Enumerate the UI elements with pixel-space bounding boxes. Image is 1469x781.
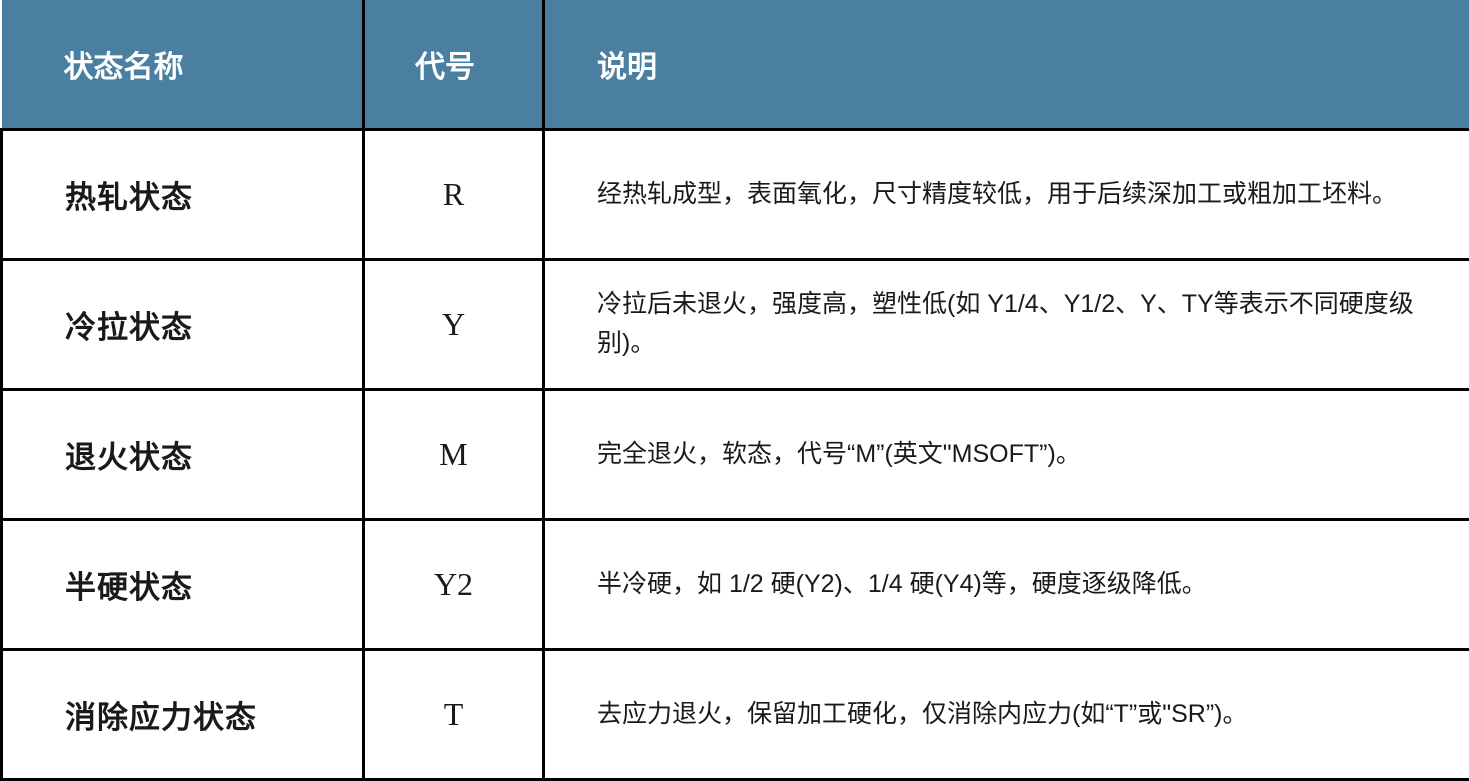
cell-state-name: 热轧状态 xyxy=(0,129,364,261)
table-header-row: 状态名称 代号 说明 xyxy=(1,0,1469,131)
cell-code: R xyxy=(362,129,544,261)
cell-state-name: 退火状态 xyxy=(0,389,364,521)
cell-description: 完全退火，软态，代号“M”(英文"MSOFT”)。 xyxy=(542,389,1469,521)
column-header-code: 代号 xyxy=(363,0,545,131)
cell-description: 半冷硬，如 1/2 硬(Y2)、1/4 硬(Y4)等，硬度逐级降低。 xyxy=(542,519,1469,651)
cell-code: T xyxy=(362,649,544,781)
cell-state-name: 消除应力状态 xyxy=(0,649,364,781)
column-header-description: 说明 xyxy=(543,0,1469,131)
description-text: 半冷硬，如 1/2 硬(Y2)、1/4 硬(Y4)等，硬度逐级降低。 xyxy=(597,569,1207,598)
table-body: 热轧状态 R 经热轧成型，表面氧化，尺寸精度较低，用于后续深加工或粗加工坯料。 … xyxy=(0,129,1469,781)
cell-description: 冷拉后未退火，强度高，塑性低(如 Y1/4、Y1/2、Y、TY等表示不同硬度级别… xyxy=(542,259,1469,391)
description-text: 完全退火，软态，代号“M”(英文"MSOFT”)。 xyxy=(597,439,1081,468)
table-row: 热轧状态 R 经热轧成型，表面氧化，尺寸精度较低，用于后续深加工或粗加工坯料。 xyxy=(0,129,1469,261)
table-row: 冷拉状态 Y 冷拉后未退火，强度高，塑性低(如 Y1/4、Y1/2、Y、TY等表… xyxy=(0,259,1469,391)
description-text: 去应力退火，保留加工硬化，仅消除内应力(如“T”或"SR”)。 xyxy=(597,699,1248,728)
cell-code: Y2 xyxy=(362,519,544,651)
table-header: 状态名称 代号 说明 xyxy=(1,0,1469,131)
cell-state-name: 冷拉状态 xyxy=(0,259,364,391)
cell-code: M xyxy=(362,389,544,521)
cell-code: Y xyxy=(362,259,544,391)
cell-state-name: 半硬状态 xyxy=(0,519,364,651)
table-row: 退火状态 M 完全退火，软态，代号“M”(英文"MSOFT”)。 xyxy=(0,389,1469,521)
column-header-state-name: 状态名称 xyxy=(1,0,365,131)
cell-description: 去应力退火，保留加工硬化，仅消除内应力(如“T”或"SR”)。 xyxy=(542,649,1469,781)
cell-description: 经热轧成型，表面氧化，尺寸精度较低，用于后续深加工或粗加工坯料。 xyxy=(542,129,1469,261)
table-row: 半硬状态 Y2 半冷硬，如 1/2 硬(Y2)、1/4 硬(Y4)等，硬度逐级降… xyxy=(0,519,1469,651)
description-text: 经热轧成型，表面氧化，尺寸精度较低，用于后续深加工或粗加工坯料。 xyxy=(597,179,1398,208)
table-row: 消除应力状态 T 去应力退火，保留加工硬化，仅消除内应力(如“T”或"SR”)。 xyxy=(0,649,1469,781)
description-text: 冷拉后未退火，强度高，塑性低(如 Y1/4、Y1/2、Y、TY等表示不同硬度级别… xyxy=(597,290,1414,357)
